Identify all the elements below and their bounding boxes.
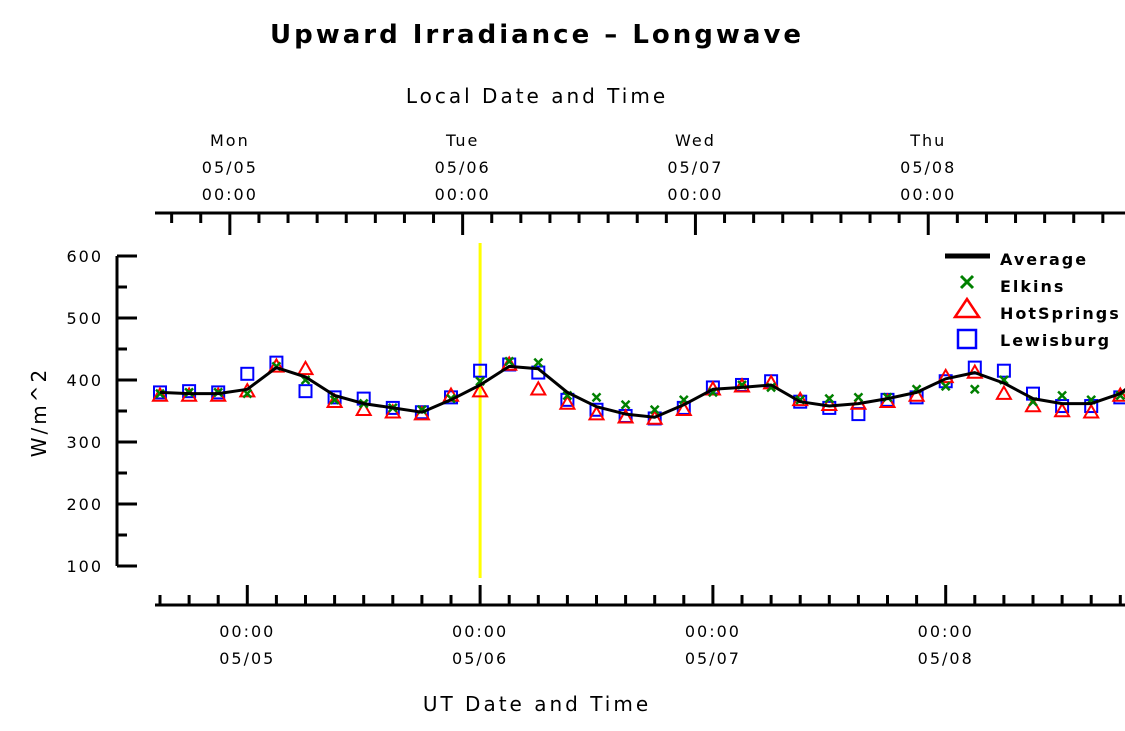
x-stroke <box>504 356 515 367</box>
x-stroke <box>959 274 975 290</box>
legend-hotsprings-label: HotSprings <box>1000 304 1121 323</box>
x-stroke <box>853 392 864 403</box>
legend-average-label: Average <box>1000 250 1088 269</box>
hotsprings-point <box>966 363 984 379</box>
x-stroke <box>475 376 485 387</box>
elkins-point <box>533 357 544 368</box>
hotsprings-point <box>820 395 839 412</box>
top-tick-label: 05/06 <box>435 158 491 177</box>
hotsprings-point <box>267 357 286 373</box>
y-tick-label: 100 <box>66 557 103 576</box>
x-stroke <box>242 388 253 399</box>
y-tick-label: 200 <box>66 495 103 514</box>
y-tick-label: 500 <box>66 309 103 328</box>
lewisburg-point <box>851 407 866 422</box>
top-tick-label: 05/07 <box>667 158 723 177</box>
series-lewisburg <box>153 355 1125 426</box>
x-stroke <box>620 399 631 410</box>
bottom-tick-label: 00:00 <box>219 622 275 641</box>
hotsprings-point <box>471 382 489 398</box>
legend-elkins-swatch <box>959 274 975 290</box>
lewisburg-point <box>182 384 197 399</box>
elkins-point <box>824 393 835 404</box>
legend-elkins-label: Elkins <box>1000 277 1065 296</box>
y-tick-label: 600 <box>66 247 103 266</box>
hotsprings-point <box>529 380 548 396</box>
elkins-point <box>853 392 864 403</box>
bottom-tick-label: 00:00 <box>452 622 508 641</box>
hotsprings-point <box>1053 401 1071 418</box>
hotsprings-point <box>936 367 955 384</box>
hotsprings-point <box>296 359 315 376</box>
legend-hotsprings-swatch <box>952 296 982 319</box>
axes: 600 500 400 300 200 100 00:00 05/05 00:00 05/06 00… <box>66 131 1125 668</box>
hotsprings-point <box>995 384 1013 400</box>
bottom-tick-label: 05/08 <box>918 649 974 668</box>
legend: Average Elkins HotSprings Lewisburg <box>945 250 1121 350</box>
plot-area <box>151 355 1125 426</box>
lewisburg-point <box>1055 399 1070 414</box>
y-axis-label: W/m^2 <box>27 367 51 457</box>
bottom-tick-label: 00:00 <box>918 622 974 641</box>
hotsprings-point <box>587 405 606 421</box>
elkins-point <box>969 384 980 395</box>
series-average-line <box>159 364 1125 419</box>
hotsprings-point <box>733 377 751 393</box>
lewisburg-point <box>298 384 313 399</box>
top-tick-label: 00:00 <box>202 185 258 204</box>
y-tick-label: 300 <box>66 433 103 452</box>
bottom-tick-label: 05/07 <box>685 649 741 668</box>
x-stroke <box>969 384 980 395</box>
x-stroke <box>795 394 806 405</box>
x-stroke <box>824 393 835 404</box>
top-tick-label: 00:00 <box>435 185 491 204</box>
bottom-tick-label: 00:00 <box>685 622 741 641</box>
elkins-point <box>620 399 631 410</box>
elkins-point <box>940 381 951 392</box>
hotsprings-point <box>325 392 344 408</box>
x-stroke <box>766 382 776 393</box>
bottom-tick-label: 05/06 <box>452 649 508 668</box>
top-tick-label: 00:00 <box>667 185 723 204</box>
x-stroke <box>1057 390 1067 401</box>
legend-lewisburg-swatch <box>956 328 978 350</box>
elkins-point <box>591 392 602 403</box>
top-tick-label: Tue <box>445 131 479 150</box>
bottom-tick-label: 05/05 <box>219 649 275 668</box>
top-tick-label: Mon <box>210 131 250 150</box>
elkins-point <box>1057 390 1067 401</box>
x-stroke <box>649 404 660 415</box>
top-tick-label: 05/05 <box>202 158 258 177</box>
x-stroke <box>678 394 689 405</box>
legend-lewisburg-label: Lewisburg <box>1000 331 1111 350</box>
series-hotsprings <box>151 355 1125 425</box>
top-tick-label: Thu <box>909 131 946 150</box>
chart-title: Upward Irradiance – Longwave <box>270 20 804 50</box>
y-tick-label: 400 <box>66 371 103 390</box>
lewisburg-point <box>996 363 1011 378</box>
elkins-point <box>649 404 660 415</box>
top-axis-label: Local Date and Time <box>406 84 668 108</box>
x-stroke <box>940 381 951 392</box>
hotsprings-point <box>1082 403 1100 419</box>
hotsprings-point <box>616 408 635 424</box>
top-tick-label: 00:00 <box>900 185 956 204</box>
x-stroke <box>591 392 602 403</box>
lewisburg-point <box>240 366 255 381</box>
hotsprings-point <box>354 400 373 417</box>
x-stroke <box>533 357 544 368</box>
top-tick-label: Wed <box>675 131 716 150</box>
top-tick-label: 05/08 <box>900 158 956 177</box>
hotsprings-point <box>675 400 693 417</box>
lewisburg-point <box>473 363 488 378</box>
hotsprings-point <box>151 386 169 402</box>
hotsprings-point <box>558 394 577 410</box>
elkins-point <box>504 356 515 367</box>
bottom-axis-label: UT Date and Time <box>423 692 651 716</box>
